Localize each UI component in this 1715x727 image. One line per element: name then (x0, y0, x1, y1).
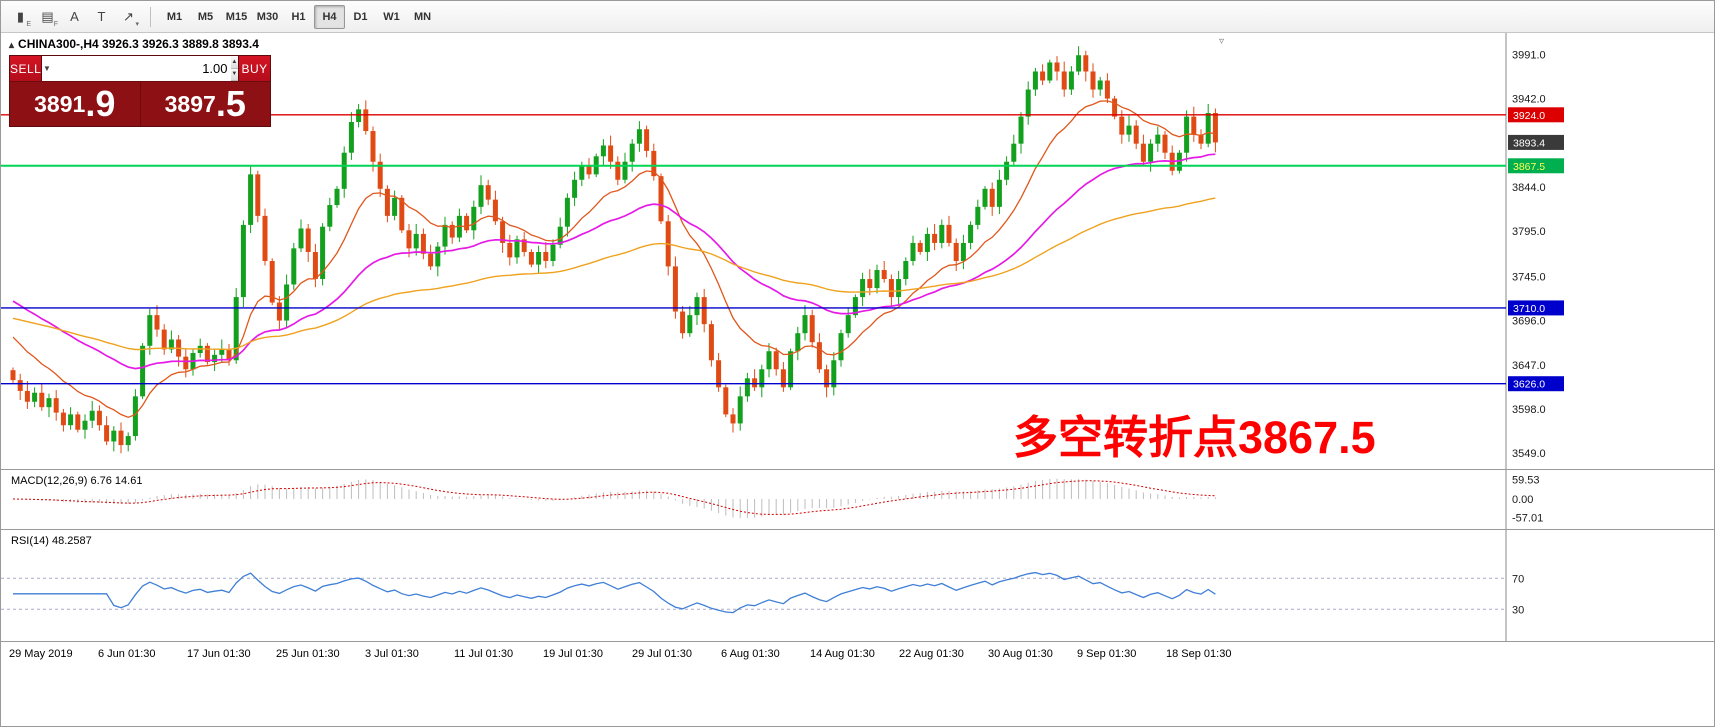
toolbar-icons: ▮ E ▤ F A T ↗ ▾ (7, 5, 142, 29)
text-label-icon[interactable]: T (97, 9, 106, 24)
time-axis[interactable]: 29 May 2019 6 Jun 01:30 17 Jun 01:30 25 Jun… (1, 641, 1714, 667)
timeframe-m30[interactable]: M30 (256, 10, 279, 23)
timeframe-h1[interactable]: H1 (291, 10, 306, 23)
volume-dropdown-icon[interactable]: ▼ (41, 56, 52, 81)
timeframe-d1[interactable]: D1 (353, 10, 368, 23)
symbol-ohlc-text: CHINA300-,H4 3926.3 3926.3 3889.8 3893.4 (18, 37, 259, 51)
time-label: 17 Jun 01:30 (187, 648, 251, 660)
svg-text:70: 70 (1512, 573, 1524, 585)
macd-signal-line (12, 480, 1216, 515)
timeframe-h4[interactable]: H4 (314, 4, 345, 29)
sell-price-frac: .9 (85, 82, 116, 124)
volume-down-icon[interactable]: ▼ (230, 68, 239, 81)
macd-axis: 59.53 0.00 -57.01 (1512, 475, 1543, 525)
time-label: 29 Jul 01:30 (632, 648, 692, 660)
time-label: 11 Jul 01:30 (454, 648, 514, 660)
main-chart-canvas[interactable]: 3991.0 3942.0 3844.0 3795.0 3745.0 3696.0 3647… (1, 33, 1715, 469)
svg-text:3745.0: 3745.0 (1512, 271, 1546, 283)
rsi-line (13, 571, 1216, 614)
macd-histogram (19, 478, 1216, 519)
timeframe-m1[interactable]: M1 (166, 10, 183, 23)
top-toolbar: ▮ E ▤ F A T ↗ ▾ M1 M5 M15 M30 H1 H4 D1 W1 MN (1, 1, 1714, 33)
timeframe-m5[interactable]: M5 (197, 10, 214, 23)
rsi-label: RSI(14) 48.2587 (11, 535, 92, 547)
macd-label: MACD(12,26,9) 6.76 14.61 (11, 475, 143, 487)
volume-up-icon[interactable]: ▲ (230, 56, 239, 69)
insert-text-icon[interactable]: A (70, 9, 79, 24)
rsi-levels (1, 577, 1506, 610)
volume-stepper: ▲ ▼ (230, 56, 240, 81)
horizontal-levels-group (1, 114, 1506, 385)
time-label: 6 Jun 01:30 (98, 648, 156, 660)
time-label: 6 Aug 01:30 (721, 648, 780, 660)
buy-price-frac: .5 (215, 82, 246, 124)
one-click-trade-panel: SELL ▼ ▲ ▼ BUY 3891 .9 3897 .5 (9, 55, 271, 127)
volume-input[interactable] (51, 56, 231, 81)
rsi-canvas[interactable]: 70 30 (1, 530, 1715, 642)
time-label: 29 May 2019 (9, 648, 73, 660)
svg-text:3844.0: 3844.0 (1512, 182, 1546, 194)
trade-panel-collapse-icon[interactable]: ▴ (9, 40, 15, 51)
chart-shift-marker[interactable]: ▿ (1219, 36, 1225, 47)
moving-averages-group (12, 100, 1216, 418)
svg-text:3795.0: 3795.0 (1512, 226, 1546, 238)
time-label: 25 Jun 01:30 (276, 648, 340, 660)
indicator-grid-icon[interactable]: ▤ F (41, 8, 58, 28)
pivot-annotation-text[interactable]: 多空转折点3867.5 (1013, 412, 1376, 463)
sell-price[interactable]: 3891 .9 (10, 82, 140, 126)
buy-price[interactable]: 3897 .5 (139, 82, 271, 126)
time-label: 18 Sep 01:30 (1166, 648, 1232, 660)
time-label: 22 Aug 01:30 (899, 648, 964, 660)
svg-text:3549.0: 3549.0 (1512, 448, 1546, 460)
time-label: 3 Jul 01:30 (365, 648, 419, 660)
drawing-tools-icon[interactable]: ↗ ▾ (123, 8, 139, 28)
svg-text:0.00: 0.00 (1512, 494, 1533, 506)
svg-text:3647.0: 3647.0 (1512, 360, 1546, 372)
candle-chart-icon[interactable]: ▮ E (16, 8, 31, 28)
svg-text:3893.4: 3893.4 (1513, 137, 1545, 149)
macd-canvas[interactable]: 59.53 0.00 -57.01 (1, 470, 1715, 530)
main-chart-panel: 3991.0 3942.0 3844.0 3795.0 3745.0 3696.0 3647… (1, 33, 1714, 469)
svg-text:3626.0: 3626.0 (1513, 379, 1545, 391)
rsi-axis: 70 30 (1512, 573, 1524, 616)
rsi-panel: 70 30 RSI(14) 48.2587 (1, 529, 1715, 642)
svg-text:3710.0: 3710.0 (1513, 303, 1545, 315)
timeframe-m15[interactable]: M15 (225, 10, 248, 23)
time-label: 14 Aug 01:30 (810, 648, 875, 660)
timeframe-mn[interactable]: MN (413, 10, 432, 23)
time-label: 19 Jul 01:30 (543, 648, 603, 660)
svg-text:-57.01: -57.01 (1512, 513, 1543, 525)
svg-text:3696.0: 3696.0 (1512, 316, 1546, 328)
svg-text:3867.5: 3867.5 (1513, 161, 1545, 173)
chart-title: ▴ CHINA300-,H4 3926.3 3926.3 3889.8 3893.… (9, 37, 259, 51)
sell-button[interactable]: SELL (10, 56, 42, 81)
svg-text:30: 30 (1512, 604, 1524, 616)
macd-panel: 59.53 0.00 -57.01 MACD(12,26,9) 6.76 14.61 (1, 469, 1715, 530)
time-label: 30 Aug 01:30 (988, 648, 1053, 660)
time-label: 9 Sep 01:30 (1077, 648, 1137, 660)
timeframe-toolbar: M1 M5 M15 M30 H1 H4 D1 W1 MN (159, 4, 438, 29)
buy-button[interactable]: BUY (239, 56, 270, 81)
buy-price-main: 3897 (164, 90, 216, 117)
svg-text:3924.0: 3924.0 (1513, 110, 1545, 122)
price-axis: 3991.0 3942.0 3844.0 3795.0 3745.0 3696.0 3647… (1508, 49, 1564, 460)
svg-text:3598.0: 3598.0 (1512, 404, 1546, 416)
toolbar-separator (150, 6, 151, 27)
svg-text:59.53: 59.53 (1512, 475, 1540, 487)
timeframe-w1[interactable]: W1 (383, 10, 400, 23)
svg-text:3942.0: 3942.0 (1512, 94, 1546, 106)
sell-price-main: 3891 (34, 90, 86, 117)
svg-text:3991.0: 3991.0 (1512, 49, 1546, 61)
